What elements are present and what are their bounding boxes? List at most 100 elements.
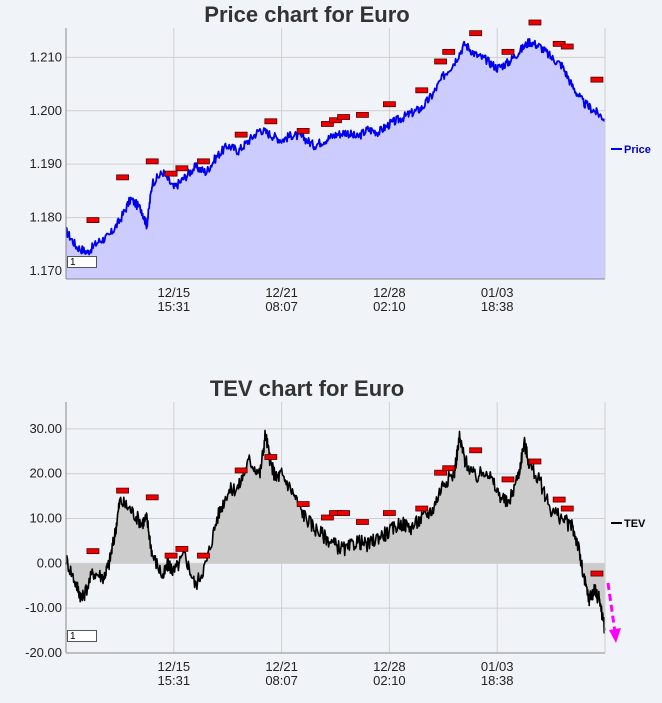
event-marker[interactable] [434, 58, 448, 65]
event-marker[interactable] [197, 158, 210, 165]
event-marker[interactable] [590, 570, 604, 577]
x-tick-date: 12/21 [265, 285, 298, 300]
y-tick-label: 10.00 [29, 511, 62, 526]
event-marker[interactable] [356, 519, 369, 525]
event-marker[interactable] [234, 467, 248, 474]
event-marker[interactable] [145, 158, 159, 165]
event-marker[interactable] [296, 128, 310, 134]
y-tick-label: 0.00 [37, 555, 62, 570]
x-tick-date: 12/15 [158, 285, 191, 300]
price-chart-title: Price chart for Euro [204, 2, 409, 27]
event-marker[interactable] [469, 447, 483, 454]
y-tick-label: 1.190 [29, 156, 62, 171]
event-marker[interactable] [116, 487, 129, 494]
event-marker[interactable] [442, 465, 456, 472]
x-tick-time: 08:07 [265, 299, 298, 314]
event-marker[interactable] [415, 505, 429, 512]
price-legend-label: Price [624, 144, 651, 156]
y-tick-label: -20.00 [25, 645, 62, 660]
event-marker[interactable] [415, 87, 429, 94]
x-tick-date: 12/21 [265, 659, 298, 674]
price-chart-legend: Price [611, 144, 651, 156]
price-chart: Price chart for Euro 1.170 1.180 1.190 1.20… [29, 2, 650, 314]
event-marker[interactable] [337, 114, 350, 120]
tev-range-input[interactable]: 1 [67, 630, 97, 642]
event-marker[interactable] [442, 48, 456, 55]
x-tick-date: 12/28 [373, 659, 406, 674]
tev-legend-label: TEV [624, 518, 646, 530]
event-marker[interactable] [164, 552, 178, 559]
event-marker[interactable] [356, 111, 369, 118]
x-tick-date: 12/28 [373, 285, 406, 300]
x-tick-date: 01/03 [481, 659, 514, 674]
y-tick-label: 1.170 [29, 263, 62, 278]
y-tick-label: 20.00 [29, 466, 62, 481]
event-marker[interactable] [116, 174, 129, 181]
event-marker[interactable] [264, 118, 278, 125]
tev-chart-axes [65, 402, 606, 654]
price-chart-area [65, 38, 606, 280]
x-tick-time: 02:10 [373, 673, 406, 688]
tev-chart-title: TEV chart for Euro [210, 376, 404, 401]
event-marker[interactable] [501, 476, 515, 483]
series-line-price [65, 38, 606, 256]
x-tick-time: 02:10 [373, 299, 406, 314]
event-marker[interactable] [337, 510, 350, 516]
series-area-fill [66, 430, 605, 633]
tev-trend-arrow [606, 582, 621, 643]
event-marker[interactable] [197, 552, 210, 559]
event-marker[interactable] [382, 510, 396, 516]
event-marker[interactable] [552, 496, 566, 503]
y-tick-label: 1.200 [29, 103, 62, 118]
event-marker[interactable] [329, 117, 342, 124]
event-marker[interactable] [234, 131, 248, 138]
price-chart-event-markers [86, 19, 604, 223]
series-line-tev [65, 429, 606, 634]
x-tick-date: 01/03 [481, 285, 514, 300]
tev-chart: TEV chart for Euro -20.00 -10.00 0.00 10.00… [25, 376, 646, 688]
x-tick-time: 15:31 [158, 299, 191, 314]
x-tick-time: 08:07 [265, 673, 298, 688]
x-tick-time: 18:38 [481, 299, 514, 314]
event-marker[interactable] [175, 545, 189, 552]
event-marker[interactable] [434, 469, 448, 476]
y-tick-label: 1.180 [29, 210, 62, 225]
event-marker[interactable] [175, 165, 189, 172]
tev-chart-legend: TEV [611, 518, 646, 530]
event-marker[interactable] [560, 43, 574, 50]
event-marker[interactable] [145, 494, 159, 501]
event-marker[interactable] [321, 514, 334, 521]
event-marker[interactable] [264, 454, 278, 460]
price-range-input[interactable]: 1 [67, 256, 97, 268]
y-tick-label: 30.00 [29, 421, 62, 436]
event-marker[interactable] [86, 548, 100, 555]
y-tick-label: -10.00 [25, 600, 62, 615]
event-marker[interactable] [590, 76, 604, 83]
event-marker[interactable] [382, 101, 396, 108]
tev-trend-arrow-head [609, 628, 621, 643]
event-marker[interactable] [164, 170, 178, 177]
x-tick-time: 15:31 [158, 673, 191, 688]
event-marker[interactable] [528, 458, 542, 465]
tev-chart-y-ticks: -20.00 -10.00 0.00 10.00 20.00 30.00 [25, 421, 62, 660]
tev-trend-arrow-shaft [606, 582, 617, 633]
x-tick-date: 12/15 [158, 659, 191, 674]
event-marker[interactable] [560, 505, 574, 512]
tev-chart-event-markers [86, 447, 604, 577]
x-tick-time: 18:38 [481, 673, 514, 688]
event-marker[interactable] [501, 48, 515, 55]
event-marker[interactable] [86, 217, 100, 223]
price-chart-y-ticks: 1.170 1.180 1.190 1.200 1.210 [29, 49, 62, 278]
price-chart-axes [65, 28, 606, 280]
y-tick-label: 1.210 [29, 49, 62, 64]
event-marker[interactable] [469, 30, 483, 37]
tev-chart-area [65, 429, 606, 634]
event-marker[interactable] [528, 19, 542, 26]
event-marker[interactable] [296, 501, 310, 507]
series-area-fill [66, 38, 605, 280]
event-marker[interactable] [321, 121, 334, 127]
